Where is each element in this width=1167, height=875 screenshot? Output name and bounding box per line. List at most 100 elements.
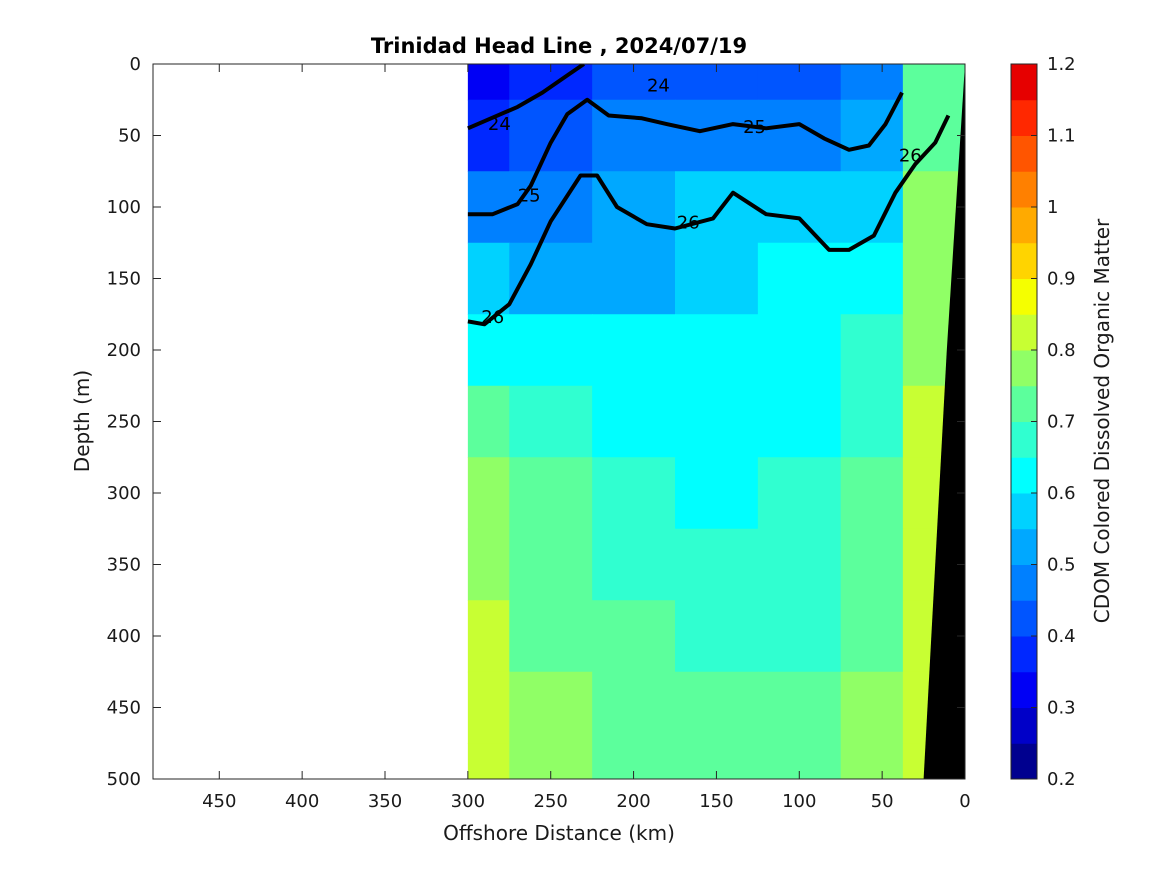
cdom-cell [675, 99, 759, 172]
colorbar-tick-label: 0.2 [1047, 769, 1076, 790]
cdom-cell [757, 457, 842, 530]
cdom-cell [509, 171, 593, 244]
colorbar-tick-label: 0.3 [1047, 698, 1076, 719]
chart-title: Trinidad Head Line , 2024/07/19 [371, 34, 747, 58]
cdom-cell [467, 99, 510, 172]
x-axis-label: Offshore Distance (km) [443, 821, 675, 845]
colorbar-tick-label: 1 [1047, 197, 1058, 218]
isopycnal-26 [467, 114, 951, 327]
isopycnal-label-group: 24 24 25 25 26 26 26 [481, 75, 922, 328]
y-axis: 0 50 100 150 200 250 300 350 400 450 500 [107, 54, 965, 790]
colorbar-tick-label: 1.1 [1047, 126, 1076, 147]
cdom-cell [467, 314, 510, 387]
colorbar-tick-label: 0.5 [1047, 555, 1076, 576]
colorbar-tick-label: 0.7 [1047, 412, 1076, 433]
cdom-cell [757, 99, 842, 172]
cdom-cell [467, 242, 510, 315]
y-tick-label: 400 [107, 626, 141, 647]
isopycnal-label: 24 [647, 75, 670, 96]
y-tick-label: 300 [107, 483, 141, 504]
colorbar-swatch [1011, 528, 1037, 565]
cdom-cell [840, 242, 904, 315]
isopycnal-label: 26 [677, 213, 700, 234]
cdom-cell [467, 600, 510, 673]
cdom-cell [509, 600, 593, 673]
colorbar: 0.2 0.3 0.4 0.5 0.6 0.7 0.8 0.9 1 1.1 1.2 [1010, 54, 1076, 790]
cdom-cell [757, 242, 842, 315]
cdom-cell [467, 743, 510, 779]
cdom-cell [467, 671, 510, 744]
colorbar-swatch [1011, 64, 1037, 101]
x-tick-label: 450 [202, 791, 236, 812]
cdom-cell [840, 314, 904, 387]
x-tick-label: 350 [368, 791, 402, 812]
cdom-cell [675, 314, 759, 387]
cdom-cell [840, 600, 904, 673]
colorbar-tick-label: 1.2 [1047, 54, 1076, 75]
colorbar-tick-label: 0.4 [1047, 626, 1076, 647]
cdom-cell [509, 385, 593, 458]
colorbar-swatch [1011, 99, 1037, 136]
cdom-cell [757, 385, 842, 458]
cdom-field [467, 64, 965, 779]
y-tick-label: 0 [130, 54, 141, 75]
cdom-cell [509, 528, 593, 601]
colorbar-swatch [1011, 707, 1037, 744]
cdom-cell [757, 528, 842, 601]
cdom-cell [840, 743, 904, 779]
colorbar-swatch [1011, 421, 1037, 458]
cdom-cell [509, 314, 593, 387]
isopycnal-label: 24 [488, 114, 511, 135]
y-tick-label: 450 [107, 698, 141, 719]
cdom-cell [840, 64, 904, 101]
y-tick-label: 100 [107, 197, 141, 218]
isopycnal-label: 25 [743, 117, 766, 138]
cdom-cell [467, 528, 510, 601]
cdom-cell [902, 99, 965, 172]
cdom-cell [840, 671, 904, 744]
colorbar-swatch [1011, 278, 1037, 315]
isopycnal-label: 26 [481, 307, 504, 328]
y-tick-label: 500 [107, 769, 141, 790]
x-tick-label: 50 [871, 791, 894, 812]
isopycnal-label: 26 [899, 146, 922, 167]
colorbar-swatch [1011, 207, 1037, 244]
cdom-cell [592, 314, 676, 387]
cdom-cell [675, 528, 759, 601]
cdom-cell [592, 671, 676, 744]
cdom-cell [840, 457, 904, 530]
x-tick-label: 150 [699, 791, 733, 812]
colorbar-tick-label: 0.9 [1047, 269, 1076, 290]
cdom-cell [509, 671, 593, 744]
colorbar-swatch [1011, 314, 1037, 351]
colorbar-swatch [1011, 636, 1037, 673]
cdom-cell [675, 171, 759, 244]
y-tick-label: 200 [107, 340, 141, 361]
plot-area: 24 24 25 25 26 26 26 [152, 63, 966, 780]
colorbar-swatch [1011, 385, 1037, 422]
y-tick-label: 50 [118, 126, 141, 147]
y-axis-label: Depth (m) [70, 370, 94, 472]
x-axis: 450 400 350 300 250 200 150 100 50 0 [202, 64, 971, 812]
cdom-cell [592, 457, 676, 530]
colorbar-swatch [1011, 135, 1037, 172]
cdom-cell [467, 64, 510, 101]
y-tick-label: 150 [107, 269, 141, 290]
cdom-cell [592, 600, 676, 673]
isopycnal-label: 25 [518, 186, 541, 207]
cdom-cell [675, 457, 759, 530]
x-tick-label: 0 [959, 791, 970, 812]
cdom-cell [902, 64, 965, 101]
colorbar-swatch [1011, 671, 1037, 708]
cdom-cell [675, 671, 759, 744]
isopycnal-24 [467, 64, 586, 131]
cdom-cell [467, 385, 510, 458]
cdom-cell [592, 385, 676, 458]
cdom-cell [675, 385, 759, 458]
colorbar-swatch [1011, 171, 1037, 208]
colorbar-tick-label: 0.6 [1047, 483, 1076, 504]
cdom-cell [675, 600, 759, 673]
y-tick-label: 350 [107, 555, 141, 576]
cdom-cell [592, 171, 676, 244]
